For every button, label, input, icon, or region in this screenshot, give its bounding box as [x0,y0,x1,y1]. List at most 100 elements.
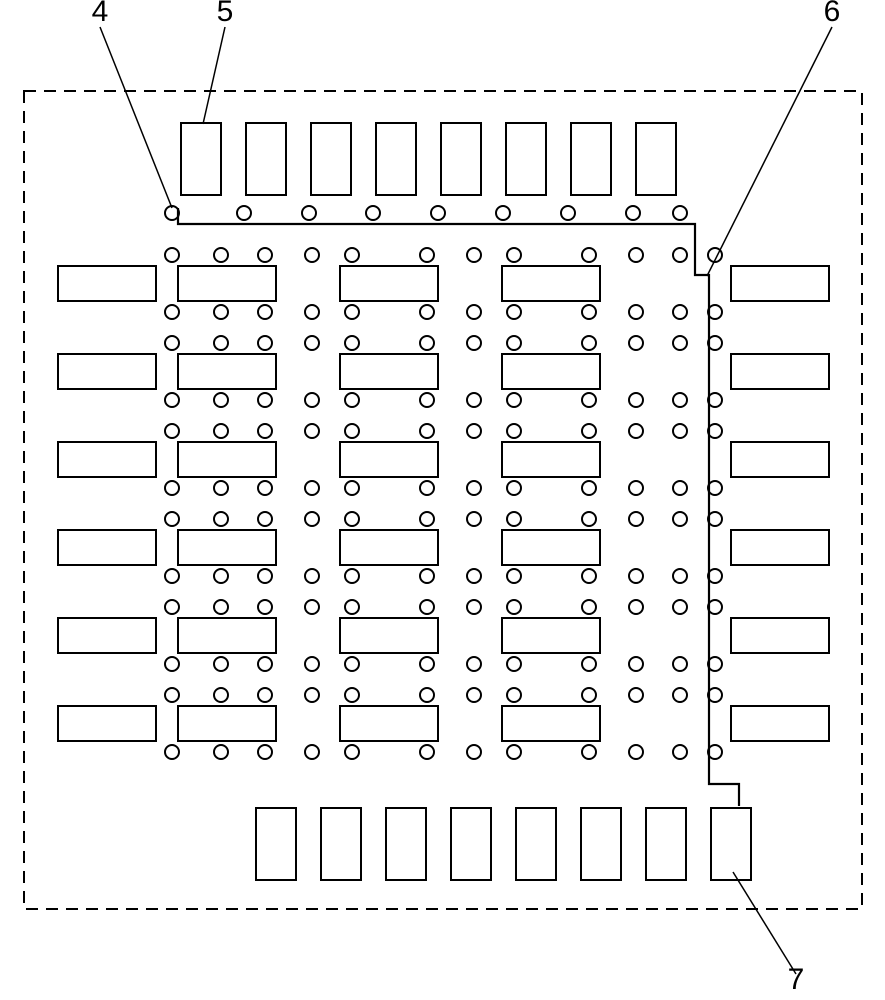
via-l-4-b-1 [214,600,228,614]
via-m-1-b-0-2 [345,336,359,350]
via-m-2-b-1-2 [507,424,521,438]
via-m-3-a-2-1 [629,569,643,583]
via-m-5-b-1-2 [507,688,521,702]
right-pad-1 [731,354,829,389]
left-pad-0 [58,266,156,301]
via-m-2-a-0-0 [258,481,272,495]
via-m-5-a-1-2 [507,745,521,759]
via-m-1-b-0-1 [305,336,319,350]
via-m-1-b-2-0 [582,336,596,350]
callout-line-2 [707,27,832,276]
via-r-5-b-0 [673,688,687,702]
via-m-1-a-0-1 [305,393,319,407]
via-l-1-a-1 [214,393,228,407]
right-pad-3 [731,530,829,565]
via-m-2-b-0-2 [345,424,359,438]
via-top-5 [496,206,510,220]
callout-line-0 [100,27,172,208]
via-l-2-a-0 [165,481,179,495]
inner-pad-2-0 [502,266,600,301]
via-m-5-b-0-2 [345,688,359,702]
via-m-1-b-1-0 [420,336,434,350]
via-m-1-b-1-2 [507,336,521,350]
via-m-0-a-2-1 [629,305,643,319]
via-m-4-a-1-1 [467,657,481,671]
via-m-5-b-1-0 [420,688,434,702]
via-m-1-a-0-0 [258,393,272,407]
via-l-5-b-0 [165,688,179,702]
via-m-3-a-1-0 [420,569,434,583]
via-m-0-b-1-1 [467,248,481,262]
via-m-0-b-0-1 [305,248,319,262]
via-m-4-b-1-2 [507,600,521,614]
inner-pad-2-4 [502,618,600,653]
via-m-2-b-2-0 [582,424,596,438]
top-pad-3 [376,123,416,195]
via-m-1-a-1-0 [420,393,434,407]
via-m-5-a-2-0 [582,745,596,759]
via-m-4-a-2-1 [629,657,643,671]
via-m-1-a-1-1 [467,393,481,407]
via-r-4-b-0 [673,600,687,614]
inner-pad-2-2 [502,442,600,477]
via-m-1-a-2-0 [582,393,596,407]
via-r-0-a-0 [673,305,687,319]
label-4: 4 [92,0,109,28]
via-top-2 [302,206,316,220]
via-top-3 [366,206,380,220]
via-m-4-a-0-2 [345,657,359,671]
via-top-6 [561,206,575,220]
via-m-2-b-1-0 [420,424,434,438]
bottom-pad-3 [451,808,491,880]
via-m-1-b-2-1 [629,336,643,350]
via-m-2-b-0-1 [305,424,319,438]
via-m-3-b-0-0 [258,512,272,526]
via-m-5-a-0-2 [345,745,359,759]
via-m-2-b-1-1 [467,424,481,438]
via-m-4-a-2-0 [582,657,596,671]
via-m-2-a-1-2 [507,481,521,495]
top-pad-7 [636,123,676,195]
via-m-1-a-0-2 [345,393,359,407]
via-m-3-b-0-1 [305,512,319,526]
top-pad-6 [571,123,611,195]
right-pad-2 [731,442,829,477]
via-m-3-b-1-2 [507,512,521,526]
left-pad-3 [58,530,156,565]
right-pad-4 [731,618,829,653]
inner-pad-0-3 [178,530,276,565]
left-pad-5 [58,706,156,741]
via-l-4-a-1 [214,657,228,671]
bottom-pad-5 [581,808,621,880]
via-m-3-b-2-0 [582,512,596,526]
left-pad-4 [58,618,156,653]
right-pad-0 [731,266,829,301]
via-l-5-a-0 [165,745,179,759]
via-m-4-b-1-1 [467,600,481,614]
via-m-0-a-0-1 [305,305,319,319]
via-m-0-a-0-0 [258,305,272,319]
via-m-3-a-1-2 [507,569,521,583]
via-m-0-b-2-0 [582,248,596,262]
inner-pad-1-4 [340,618,438,653]
via-m-5-b-2-0 [582,688,596,702]
inner-pad-0-0 [178,266,276,301]
via-l-0-b-0 [165,248,179,262]
via-m-5-a-2-1 [629,745,643,759]
via-m-4-a-1-2 [507,657,521,671]
via-m-5-b-0-1 [305,688,319,702]
inner-pad-1-2 [340,442,438,477]
via-l-3-b-0 [165,512,179,526]
inner-pad-1-0 [340,266,438,301]
via-l-2-b-0 [165,424,179,438]
via-m-0-b-2-1 [629,248,643,262]
via-m-0-a-2-0 [582,305,596,319]
inner-pad-0-1 [178,354,276,389]
via-r-4-a-0 [673,657,687,671]
signal-trace [178,208,739,806]
bottom-pad-7 [711,808,751,880]
via-m-5-b-2-1 [629,688,643,702]
via-m-0-a-0-2 [345,305,359,319]
inner-pad-1-1 [340,354,438,389]
bottom-pad-4 [516,808,556,880]
